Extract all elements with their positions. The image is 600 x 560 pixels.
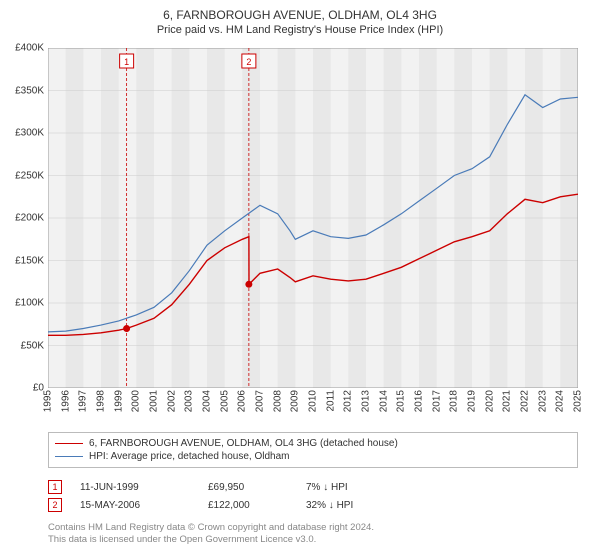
xtick-label: 1997 [78,390,89,412]
svg-text:2: 2 [246,57,251,67]
xtick-label: 2018 [449,390,460,412]
ytick-label: £200K [0,213,44,224]
ytick-label: £0 [0,383,44,394]
xtick-label: 2014 [378,390,389,412]
transaction-price: £122,000 [208,500,288,511]
xtick-label: 2006 [237,390,248,412]
xtick-label: 2020 [484,390,495,412]
ytick-label: £300K [0,128,44,139]
xtick-label: 2007 [255,390,266,412]
xtick-label: 2004 [202,390,213,412]
plot-area: 12 [48,48,578,388]
legend-label: 6, FARNBOROUGH AVENUE, OLDHAM, OL4 3HG (… [89,438,398,449]
footnote: Contains HM Land Registry data © Crown c… [48,522,578,547]
xtick-label: 1996 [60,390,71,412]
xtick-label: 2024 [555,390,566,412]
legend: 6, FARNBOROUGH AVENUE, OLDHAM, OL4 3HG (… [48,432,578,468]
legend-swatch [55,443,83,444]
ytick-label: £400K [0,43,44,54]
ytick-label: £100K [0,298,44,309]
xtick-label: 2011 [325,390,336,412]
legend-item: HPI: Average price, detached house, Oldh… [55,450,571,463]
xtick-label: 2019 [467,390,478,412]
xtick-label: 2000 [131,390,142,412]
footnote-line: Contains HM Land Registry data © Crown c… [48,522,578,534]
ytick-label: £250K [0,170,44,181]
transaction-table: 1 11-JUN-1999 £69,950 7% ↓ HPI 2 15-MAY-… [48,478,578,514]
xtick-label: 2001 [149,390,160,412]
chart-subtitle: Price paid vs. HM Land Registry's House … [0,22,600,42]
xtick-label: 2009 [290,390,301,412]
ytick-label: £150K [0,255,44,266]
xtick-label: 2015 [396,390,407,412]
xtick-label: 2017 [431,390,442,412]
xtick-label: 2002 [166,390,177,412]
legend-swatch [55,456,83,457]
xtick-label: 2010 [308,390,319,412]
xtick-label: 1999 [113,390,124,412]
marker-badge: 2 [48,498,62,512]
transaction-pct: 7% ↓ HPI [306,482,396,493]
chart-svg: 12 [48,48,578,388]
ytick-label: £350K [0,85,44,96]
legend-label: HPI: Average price, detached house, Oldh… [89,451,290,462]
svg-text:1: 1 [124,57,129,67]
footnote-line: This data is licensed under the Open Gov… [48,534,578,546]
transaction-date: 11-JUN-1999 [80,482,190,493]
transaction-date: 15-MAY-2006 [80,500,190,511]
xtick-label: 2021 [502,390,513,412]
chart-container: 6, FARNBOROUGH AVENUE, OLDHAM, OL4 3HG P… [0,0,600,560]
xtick-label: 1998 [96,390,107,412]
transaction-price: £69,950 [208,482,288,493]
legend-item: 6, FARNBOROUGH AVENUE, OLDHAM, OL4 3HG (… [55,437,571,450]
table-row: 1 11-JUN-1999 £69,950 7% ↓ HPI [48,478,578,496]
xtick-label: 2003 [184,390,195,412]
xtick-label: 2008 [272,390,283,412]
xtick-label: 2025 [573,390,584,412]
ytick-label: £50K [0,340,44,351]
transaction-pct: 32% ↓ HPI [306,500,396,511]
xtick-label: 2022 [520,390,531,412]
xtick-label: 2016 [414,390,425,412]
xtick-label: 2023 [537,390,548,412]
xtick-label: 1995 [43,390,54,412]
xtick-label: 2013 [361,390,372,412]
xtick-label: 2012 [343,390,354,412]
marker-badge: 1 [48,480,62,494]
chart-title: 6, FARNBOROUGH AVENUE, OLDHAM, OL4 3HG [0,0,600,22]
xtick-label: 2005 [219,390,230,412]
table-row: 2 15-MAY-2006 £122,000 32% ↓ HPI [48,496,578,514]
